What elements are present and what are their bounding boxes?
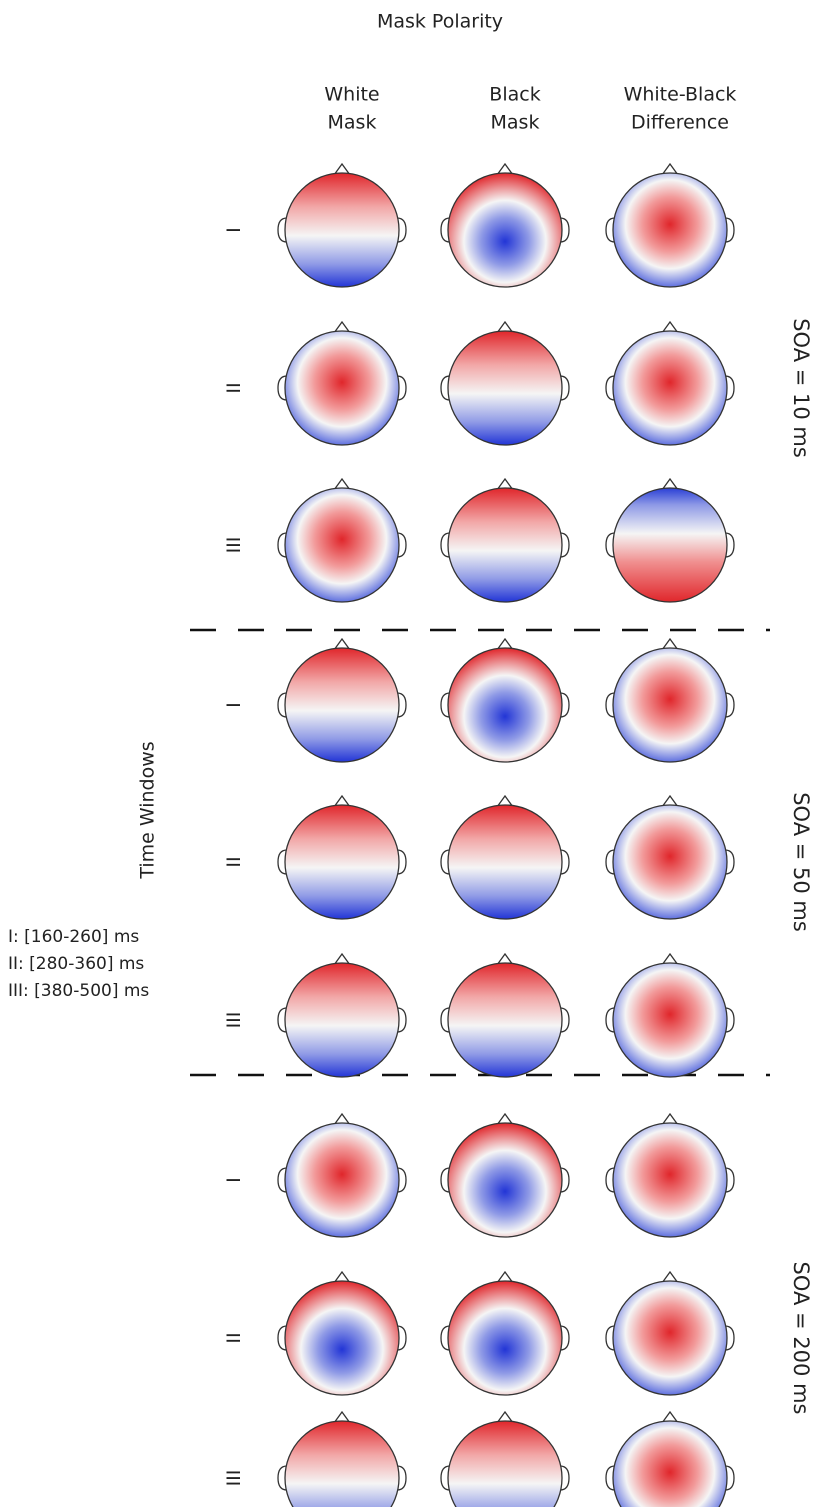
- axis-title: Time Windows: [137, 741, 159, 879]
- topomap: [440, 162, 570, 288]
- group-label: SOA = 200 ms: [789, 1262, 813, 1415]
- head: [447, 804, 563, 920]
- topomap: [277, 952, 407, 1078]
- head: [447, 1280, 563, 1396]
- head: [284, 1420, 400, 1507]
- head: [284, 330, 400, 446]
- legend-entry: III: [380-500] ms: [8, 981, 149, 1001]
- head: [447, 647, 563, 763]
- head: [284, 487, 400, 603]
- head: [284, 647, 400, 763]
- head: [284, 962, 400, 1078]
- topomap: [440, 1410, 570, 1507]
- figure-title: Mask Polarity: [377, 11, 503, 33]
- head: [612, 1122, 728, 1238]
- topomap: [277, 1112, 407, 1238]
- head: [612, 804, 728, 920]
- column-header: White-Black: [624, 84, 737, 106]
- topomap: [440, 1270, 570, 1396]
- head: [447, 330, 563, 446]
- column-header: Mask: [491, 112, 540, 134]
- topomap: [440, 1112, 570, 1238]
- column-header: Difference: [631, 112, 729, 134]
- head: [612, 330, 728, 446]
- topomap: [277, 320, 407, 446]
- topomap: [440, 477, 570, 603]
- head: [447, 487, 563, 603]
- head: [447, 962, 563, 1078]
- topomap: [605, 1270, 735, 1396]
- head: [612, 1280, 728, 1396]
- head: [612, 647, 728, 763]
- head: [284, 804, 400, 920]
- row-label: I: [222, 227, 244, 233]
- head: [284, 1122, 400, 1238]
- row-label: I: [222, 1177, 244, 1183]
- topomap: [440, 320, 570, 446]
- topomap: [277, 477, 407, 603]
- topomap: [277, 794, 407, 920]
- head: [284, 172, 400, 288]
- topomap: [605, 952, 735, 1078]
- row-label: II: [222, 1332, 244, 1343]
- legend-entry: I: [160-260] ms: [8, 927, 139, 947]
- topomap: [440, 952, 570, 1078]
- topomap: [277, 162, 407, 288]
- topomap: [605, 1112, 735, 1238]
- topomap: [605, 637, 735, 763]
- row-label: III: [222, 1470, 244, 1487]
- row-label: III: [222, 1012, 244, 1029]
- topomap: [605, 477, 735, 603]
- row-label: I: [222, 702, 244, 708]
- head: [447, 172, 563, 288]
- topomap: [440, 794, 570, 920]
- head: [612, 172, 728, 288]
- topomap: [277, 1270, 407, 1396]
- topomap: [605, 320, 735, 446]
- row-label: II: [222, 382, 244, 393]
- head: [612, 962, 728, 1078]
- row-label: II: [222, 856, 244, 867]
- head: [612, 1420, 728, 1507]
- topomap: [605, 162, 735, 288]
- topomap: [277, 1410, 407, 1507]
- column-header: White: [324, 84, 379, 106]
- head: [447, 1420, 563, 1507]
- group-label: SOA = 50 ms: [789, 792, 813, 932]
- head: [612, 487, 728, 603]
- topomap: [277, 637, 407, 763]
- head: [284, 1280, 400, 1396]
- column-header: Black: [489, 84, 540, 106]
- head: [447, 1122, 563, 1238]
- legend-entry: II: [280-360] ms: [8, 954, 144, 974]
- topomap: [605, 794, 735, 920]
- row-label: III: [222, 537, 244, 554]
- topomap: [605, 1410, 735, 1507]
- topomap: [440, 637, 570, 763]
- column-header: Mask: [328, 112, 377, 134]
- group-label: SOA = 10 ms: [789, 318, 813, 458]
